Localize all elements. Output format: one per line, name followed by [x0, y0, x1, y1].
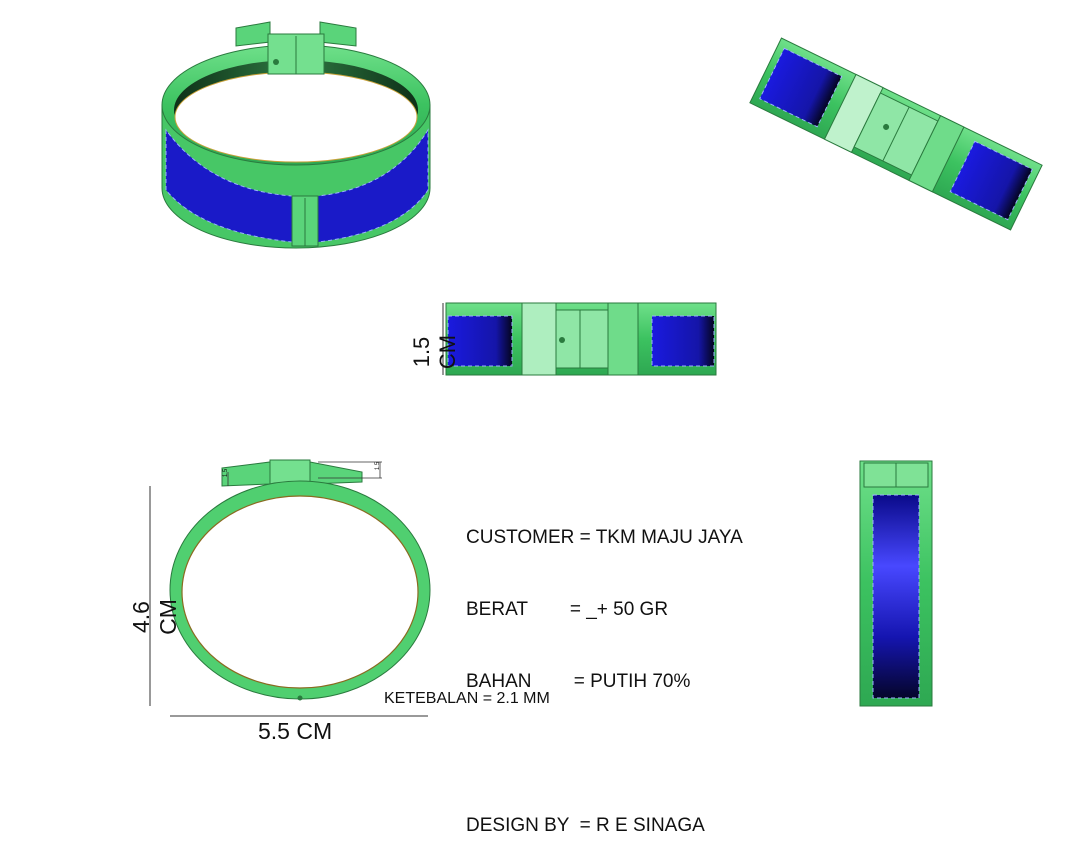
design-line: DESIGN BY = R E SINAGA	[466, 815, 705, 836]
thickness-label: KETEBALAN = 2.1 MM	[384, 690, 550, 707]
ring-side-view	[149, 459, 431, 717]
bahan-line: BAHAN = PUTIH 70%	[466, 671, 691, 692]
inlay-right-3d	[317, 128, 429, 243]
front-view	[442, 302, 717, 376]
rotated-top-view	[749, 37, 1043, 231]
height-ring-label: 4.6 CM	[128, 599, 181, 635]
customer-line: CUSTOMER = TKM MAJU JAYA	[466, 527, 743, 548]
width-ring-label: 5.5 CM	[258, 718, 333, 744]
inlay-left-front	[447, 315, 513, 367]
berat-line: BERAT = _+ 50 GR	[466, 599, 669, 620]
tiny-dim-b: 1.5	[375, 461, 382, 471]
side-vertical-view	[859, 460, 933, 707]
tiny-dim-a: 1.5	[223, 468, 230, 478]
perspective-view	[161, 21, 431, 249]
inlay-left-3d	[165, 128, 293, 243]
spacer	[466, 742, 743, 766]
height-front-label: 1.5 CM	[409, 334, 460, 370]
inlay-left-rot	[759, 47, 843, 128]
bracelet-drawing	[149, 21, 1043, 717]
spec-block: CUSTOMER = TKM MAJU JAYA BERAT = _+ 50 G…	[466, 478, 743, 862]
inlay-right-front	[651, 315, 715, 367]
inlay-vertical	[872, 494, 920, 699]
